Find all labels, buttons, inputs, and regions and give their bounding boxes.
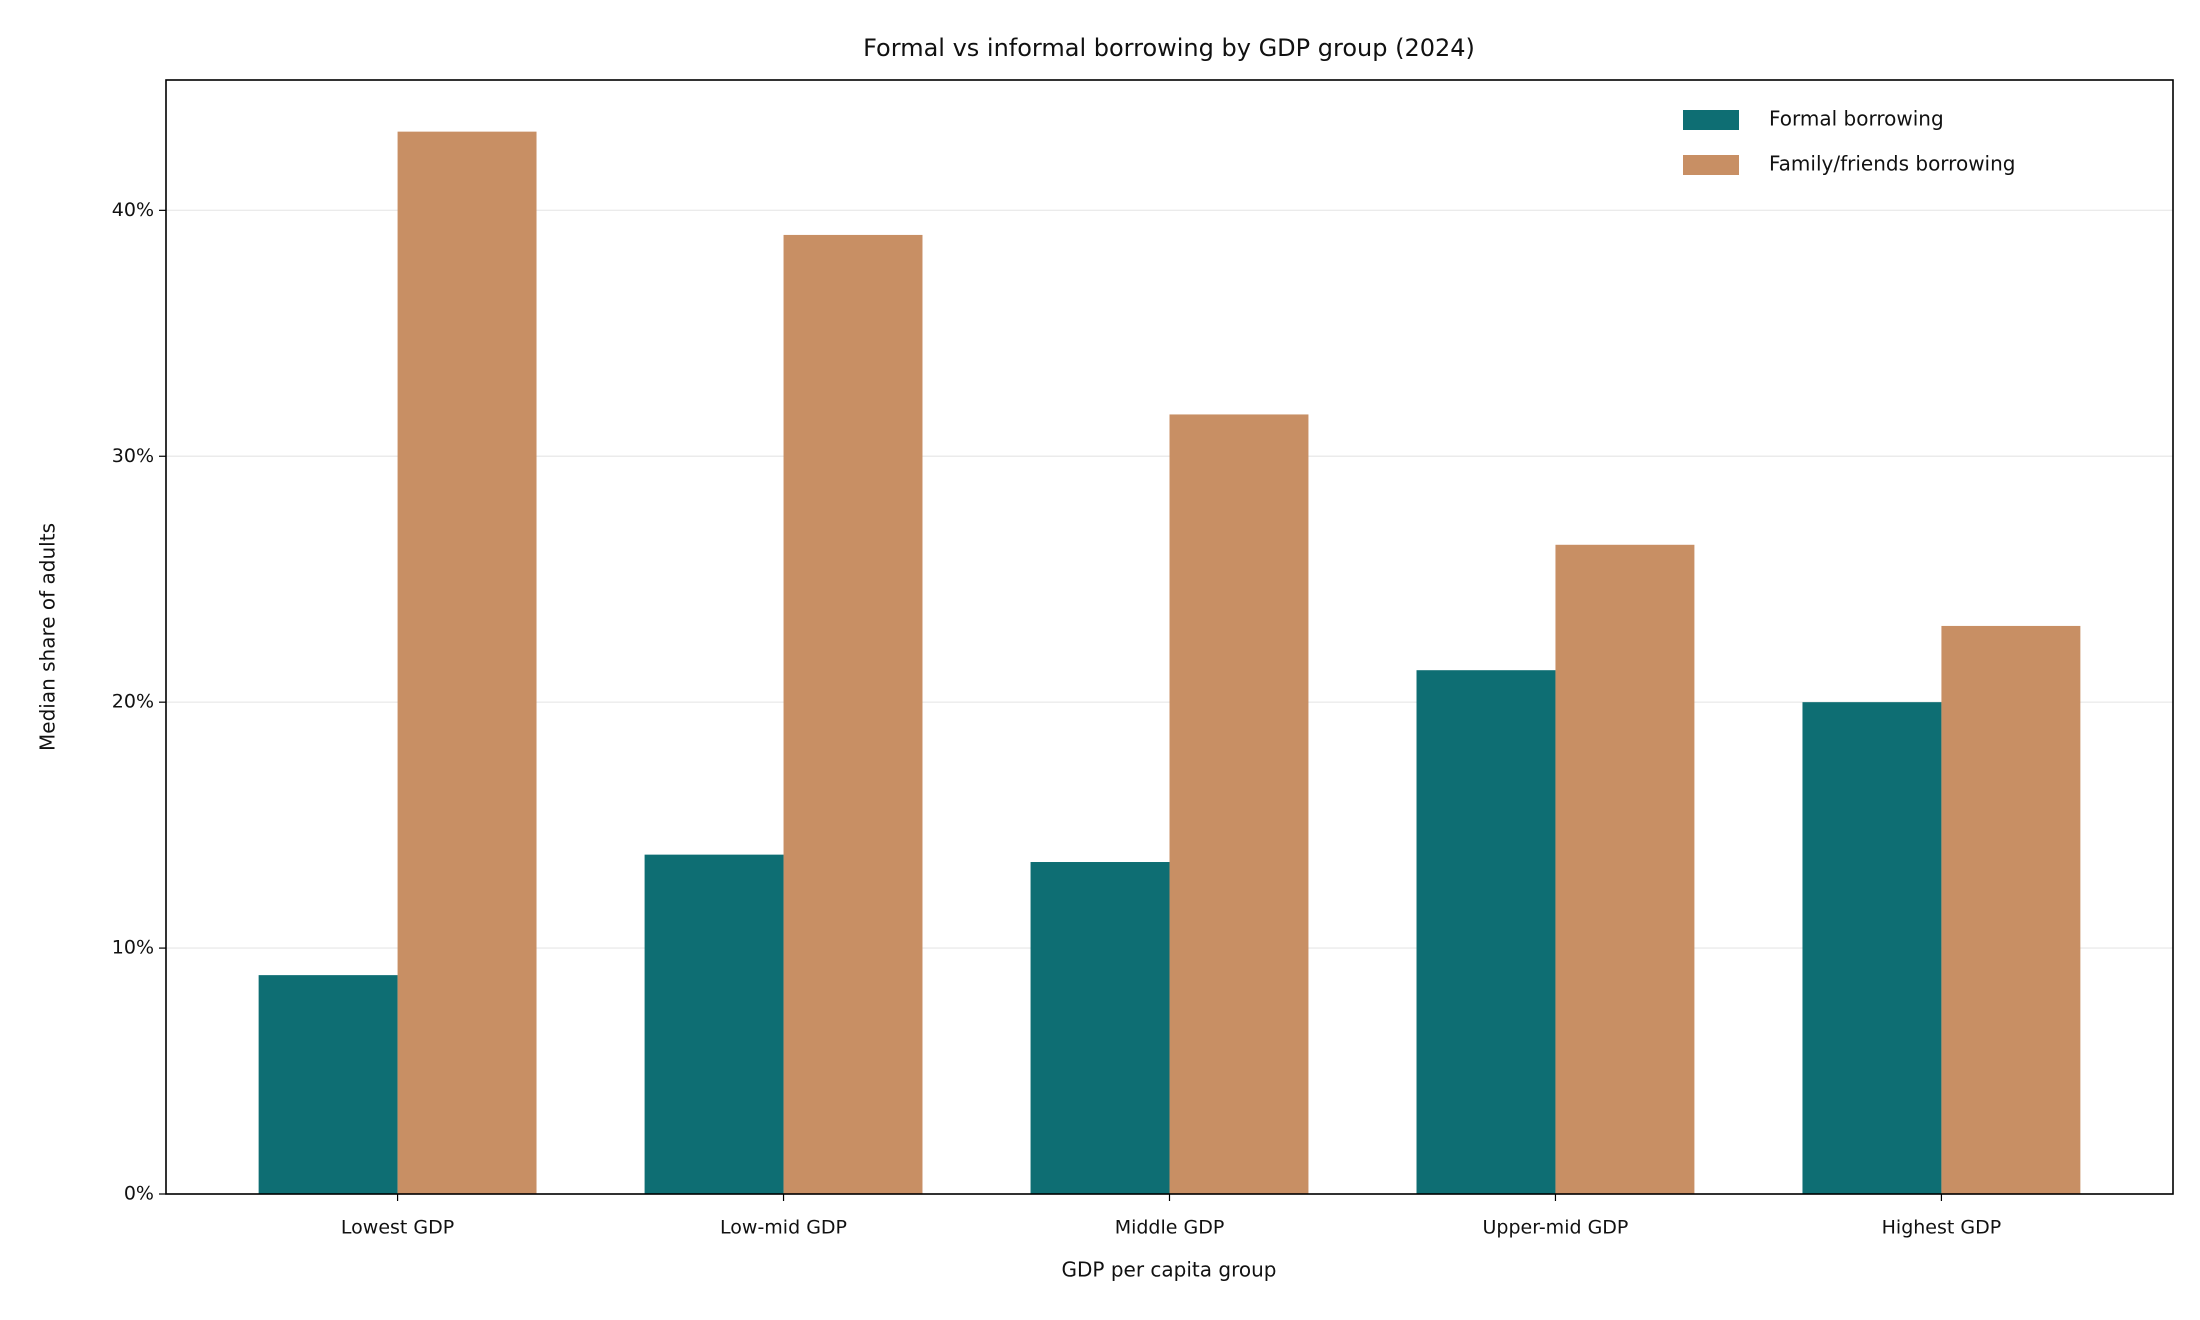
bar bbox=[1802, 702, 1942, 1194]
bar bbox=[783, 234, 923, 1195]
bar bbox=[397, 131, 537, 1195]
legend-swatch bbox=[1683, 110, 1739, 130]
plot-frame bbox=[165, 79, 2174, 1195]
bar bbox=[1030, 862, 1170, 1194]
x-tick-label: Middle GDP bbox=[1115, 1217, 1225, 1239]
x-tick-label: Lowest GDP bbox=[341, 1217, 454, 1239]
y-tick-label: 0% bbox=[124, 1183, 154, 1205]
x-axis-label: GDP per capita group bbox=[1062, 1258, 1277, 1282]
y-tick-label: 10% bbox=[112, 937, 154, 959]
bar bbox=[258, 975, 398, 1194]
legend-label: Family/friends borrowing bbox=[1769, 152, 2015, 176]
y-tick-label: 20% bbox=[112, 691, 154, 713]
bar bbox=[1555, 544, 1695, 1194]
bar bbox=[1169, 414, 1309, 1194]
y-tick-label: 40% bbox=[112, 199, 154, 221]
bar bbox=[644, 854, 784, 1194]
bar bbox=[1941, 625, 2081, 1194]
legend-swatch bbox=[1683, 155, 1739, 175]
x-tick-label: Upper-mid GDP bbox=[1483, 1217, 1629, 1239]
x-tick-label: Highest GDP bbox=[1882, 1217, 2002, 1239]
x-tick-label: Low-mid GDP bbox=[720, 1217, 847, 1239]
legend-label: Formal borrowing bbox=[1769, 107, 1944, 131]
y-axis-label: Median share of adults bbox=[36, 523, 60, 751]
chart-title: Formal vs informal borrowing by GDP grou… bbox=[863, 34, 1475, 62]
bar bbox=[1416, 670, 1556, 1194]
y-tick-label: 30% bbox=[112, 445, 154, 467]
